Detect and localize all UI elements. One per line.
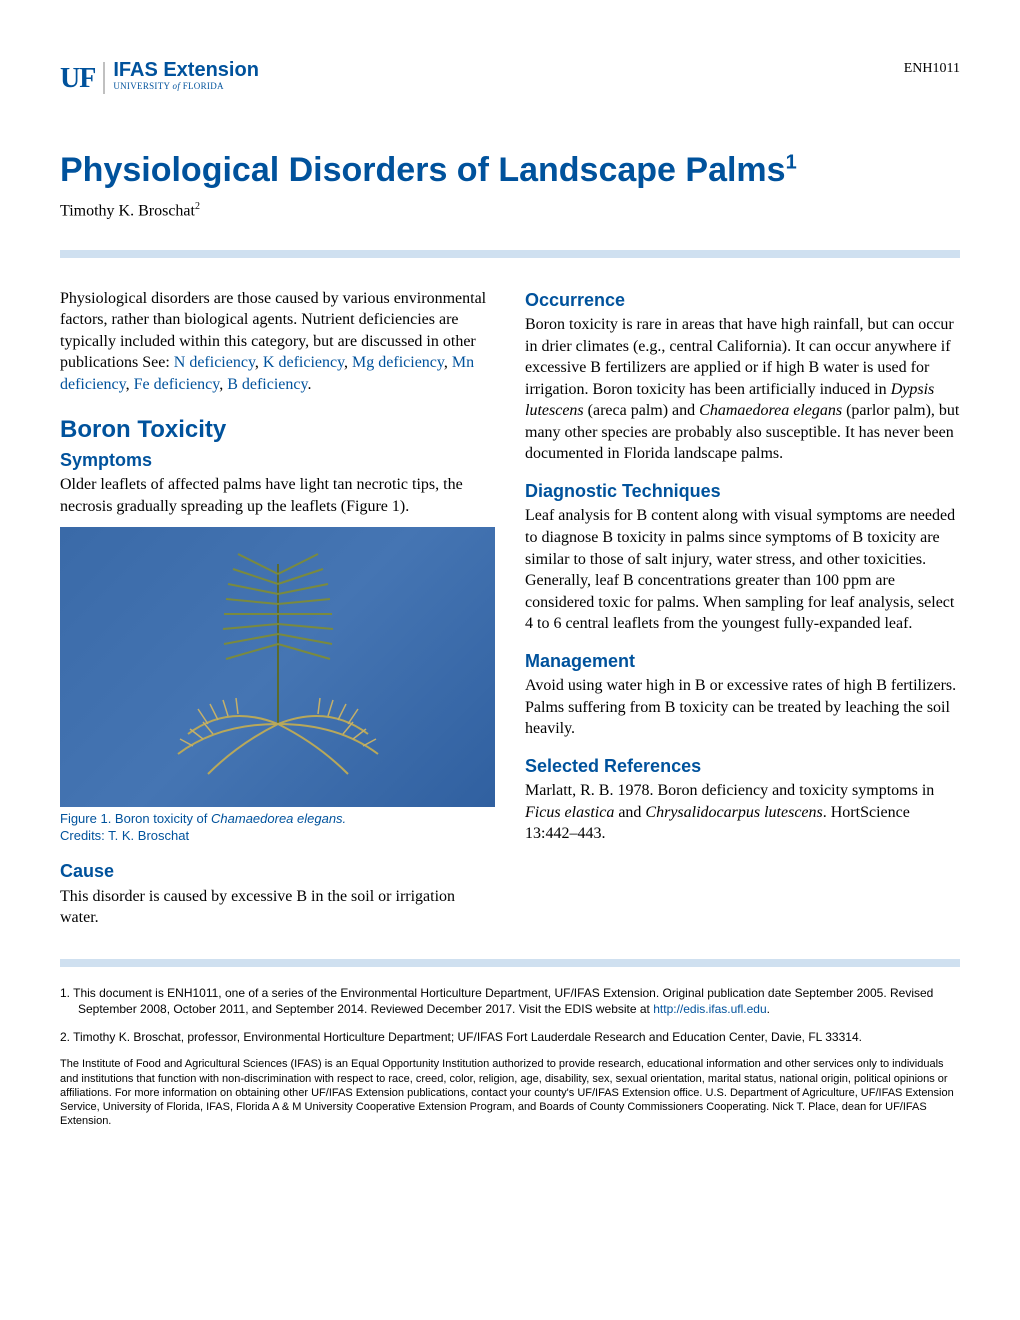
heading-boron-toxicity: Boron Toxicity — [60, 414, 495, 446]
management-text: Avoid using water high in B or excessive… — [525, 675, 960, 740]
heading-symptoms: Symptoms — [60, 448, 495, 472]
figure-1-caption: Figure 1. Boron toxicity of Chamaedorea … — [60, 811, 495, 845]
cause-text: This disorder is caused by excessive B i… — [60, 886, 495, 929]
occurrence-text: Boron toxicity is rare in areas that hav… — [525, 314, 960, 465]
link-fe-deficiency[interactable]: Fe deficiency — [134, 376, 220, 393]
link-edis[interactable]: http://edis.ifas.ufl.edu — [653, 1002, 766, 1016]
right-column: Occurrence Boron toxicity is rare in are… — [525, 288, 960, 929]
header: UF IFAS Extension UNIVERSITY of FLORIDA … — [60, 60, 960, 98]
intro-paragraph: Physiological disorders are those caused… — [60, 288, 495, 396]
logo-block: UF IFAS Extension UNIVERSITY of FLORIDA — [60, 60, 259, 98]
figure-1: Figure 1. Boron toxicity of Chamaedorea … — [60, 527, 495, 845]
author: Timothy K. Broschat2 — [60, 200, 960, 222]
figure-1-credits: Credits: T. K. Broschat — [60, 828, 189, 843]
heading-cause: Cause — [60, 859, 495, 883]
footnote-2: 2. Timothy K. Broschat, professor, Envir… — [60, 1029, 960, 1045]
symptoms-text: Older leaflets of affected palms have li… — [60, 474, 495, 517]
left-column: Physiological disorders are those caused… — [60, 288, 495, 929]
figure-1-image — [60, 527, 495, 807]
heading-references: Selected References — [525, 754, 960, 778]
content-columns: Physiological disorders are those caused… — [60, 288, 960, 929]
page-title: Physiological Disorders of Landscape Pal… — [60, 148, 960, 194]
university-text: UNIVERSITY of FLORIDA — [113, 82, 259, 91]
link-b-deficiency[interactable]: B deficiency — [227, 376, 307, 393]
references-text: Marlatt, R. B. 1978. Boron deficiency an… — [525, 780, 960, 845]
palm-illustration — [148, 527, 408, 784]
diagnostic-text: Leaf analysis for B content along with v… — [525, 505, 960, 635]
logo-divider — [103, 62, 105, 94]
footnote-1: 1. This document is ENH1011, one of a se… — [60, 985, 960, 1017]
divider-bar — [60, 250, 960, 258]
footnotes-divider — [60, 959, 960, 967]
heading-diagnostic: Diagnostic Techniques — [525, 479, 960, 503]
ifas-extension-text: IFAS Extension — [113, 60, 259, 80]
document-id: ENH1011 — [904, 60, 960, 79]
link-n-deficiency[interactable]: N deficiency — [174, 354, 255, 371]
link-mg-deficiency[interactable]: Mg deficiency — [352, 354, 444, 371]
link-k-deficiency[interactable]: K deficiency — [263, 354, 344, 371]
uf-logo: UF — [60, 60, 95, 98]
heading-occurrence: Occurrence — [525, 288, 960, 312]
disclaimer: The Institute of Food and Agricultural S… — [60, 1057, 960, 1128]
heading-management: Management — [525, 649, 960, 673]
logo-text: IFAS Extension UNIVERSITY of FLORIDA — [113, 60, 259, 91]
